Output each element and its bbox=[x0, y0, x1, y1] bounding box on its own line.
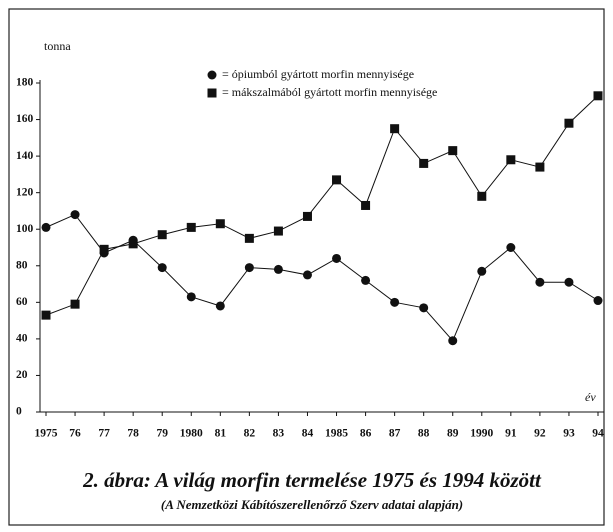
x-tick-label: 76 bbox=[69, 428, 81, 440]
marker bbox=[244, 263, 254, 273]
x-tick-label: 91 bbox=[505, 428, 517, 440]
marker bbox=[564, 118, 574, 128]
marker bbox=[564, 277, 574, 287]
marker bbox=[506, 243, 516, 252]
marker bbox=[41, 310, 51, 320]
y-tick-label: 120 bbox=[16, 186, 34, 198]
x-tick-label: 1980 bbox=[180, 428, 203, 440]
x-tick-label: 1985 bbox=[325, 428, 348, 440]
legend-marker bbox=[207, 70, 217, 80]
x-tick-label: 78 bbox=[127, 428, 139, 440]
marker bbox=[70, 210, 80, 220]
y-tick-label: 60 bbox=[16, 296, 28, 308]
x-tick-label: 88 bbox=[418, 428, 430, 440]
marker bbox=[302, 270, 312, 280]
marker bbox=[157, 263, 167, 273]
marker bbox=[273, 226, 283, 236]
marker bbox=[332, 253, 342, 263]
marker bbox=[448, 146, 458, 156]
marker bbox=[390, 297, 400, 307]
marker bbox=[419, 158, 429, 168]
marker bbox=[506, 155, 516, 165]
marker bbox=[361, 200, 371, 210]
x-tick-label: 87 bbox=[389, 428, 401, 440]
y-tick-label: 160 bbox=[16, 113, 34, 125]
y-tick-label: 100 bbox=[16, 223, 34, 235]
x-axis-label: év bbox=[585, 390, 596, 404]
x-tick-label: 89 bbox=[447, 428, 459, 440]
y-tick-label: 0 bbox=[16, 406, 22, 418]
marker bbox=[535, 277, 545, 287]
marker bbox=[41, 222, 51, 232]
marker bbox=[215, 219, 225, 229]
legend-label: = ópiumból gyártott morfin mennyisége bbox=[222, 67, 414, 81]
marker bbox=[390, 124, 400, 134]
marker bbox=[419, 303, 429, 313]
marker bbox=[477, 266, 487, 276]
x-tick-label: 81 bbox=[215, 428, 227, 440]
x-tick-label: 79 bbox=[156, 428, 168, 440]
marker bbox=[302, 211, 312, 221]
marker bbox=[593, 296, 603, 306]
x-tick-label: 84 bbox=[302, 428, 314, 440]
marker bbox=[215, 301, 225, 311]
x-tick-label: 93 bbox=[563, 428, 575, 440]
y-tick-label: 140 bbox=[16, 150, 34, 162]
marker bbox=[361, 275, 371, 285]
marker bbox=[593, 91, 603, 101]
x-tick-label: 1975 bbox=[35, 428, 58, 440]
frame bbox=[8, 8, 605, 526]
x-tick-label: 83 bbox=[273, 428, 285, 440]
y-axis-label: tonna bbox=[44, 39, 71, 53]
marker bbox=[157, 230, 167, 240]
y-tick-label: 80 bbox=[16, 259, 28, 271]
y-tick-label: 180 bbox=[16, 77, 34, 89]
x-tick-label: 1990 bbox=[470, 428, 493, 440]
chart-title: 2. ábra: A világ morfin termelése 1975 é… bbox=[82, 468, 542, 492]
y-tick-label: 40 bbox=[16, 333, 28, 345]
legend-marker bbox=[207, 88, 217, 98]
series-line bbox=[45, 213, 599, 342]
marker bbox=[186, 222, 196, 232]
marker bbox=[477, 191, 487, 201]
marker bbox=[128, 239, 138, 249]
marker bbox=[448, 336, 458, 346]
marker bbox=[535, 162, 545, 172]
marker bbox=[70, 299, 80, 309]
marker bbox=[99, 244, 109, 254]
marker bbox=[186, 292, 196, 302]
x-tick-label: 77 bbox=[98, 428, 110, 440]
marker bbox=[332, 175, 342, 185]
x-tick-label: 92 bbox=[534, 428, 546, 440]
x-tick-label: 82 bbox=[244, 428, 256, 440]
x-tick-label: 86 bbox=[360, 428, 372, 440]
legend-label: = mákszalmából gyártott morfin mennyiség… bbox=[222, 85, 437, 99]
marker bbox=[244, 233, 254, 243]
chart-subtitle: (A Nemzetközi Kábítószerellenőrző Szerv … bbox=[161, 497, 463, 512]
x-tick-label: 94 bbox=[592, 428, 604, 440]
marker bbox=[273, 264, 283, 274]
series-line bbox=[45, 95, 599, 316]
y-tick-label: 20 bbox=[16, 369, 28, 381]
